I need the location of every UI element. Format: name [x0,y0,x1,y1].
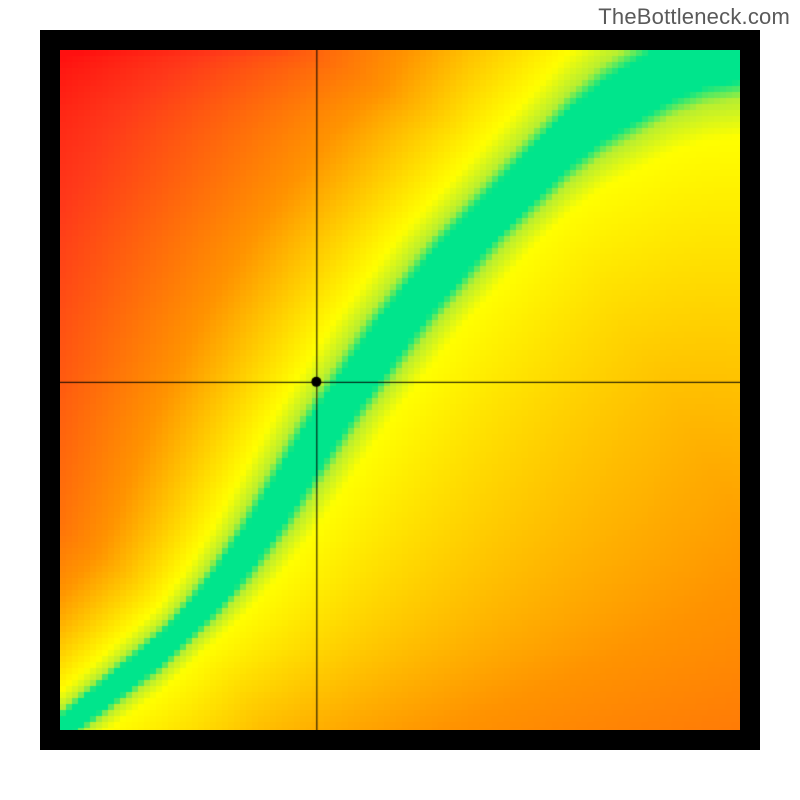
watermark-text: TheBottleneck.com [598,4,790,30]
heatmap-canvas [60,50,740,730]
chart-plot-area [60,50,740,730]
chart-container: TheBottleneck.com [0,0,800,800]
